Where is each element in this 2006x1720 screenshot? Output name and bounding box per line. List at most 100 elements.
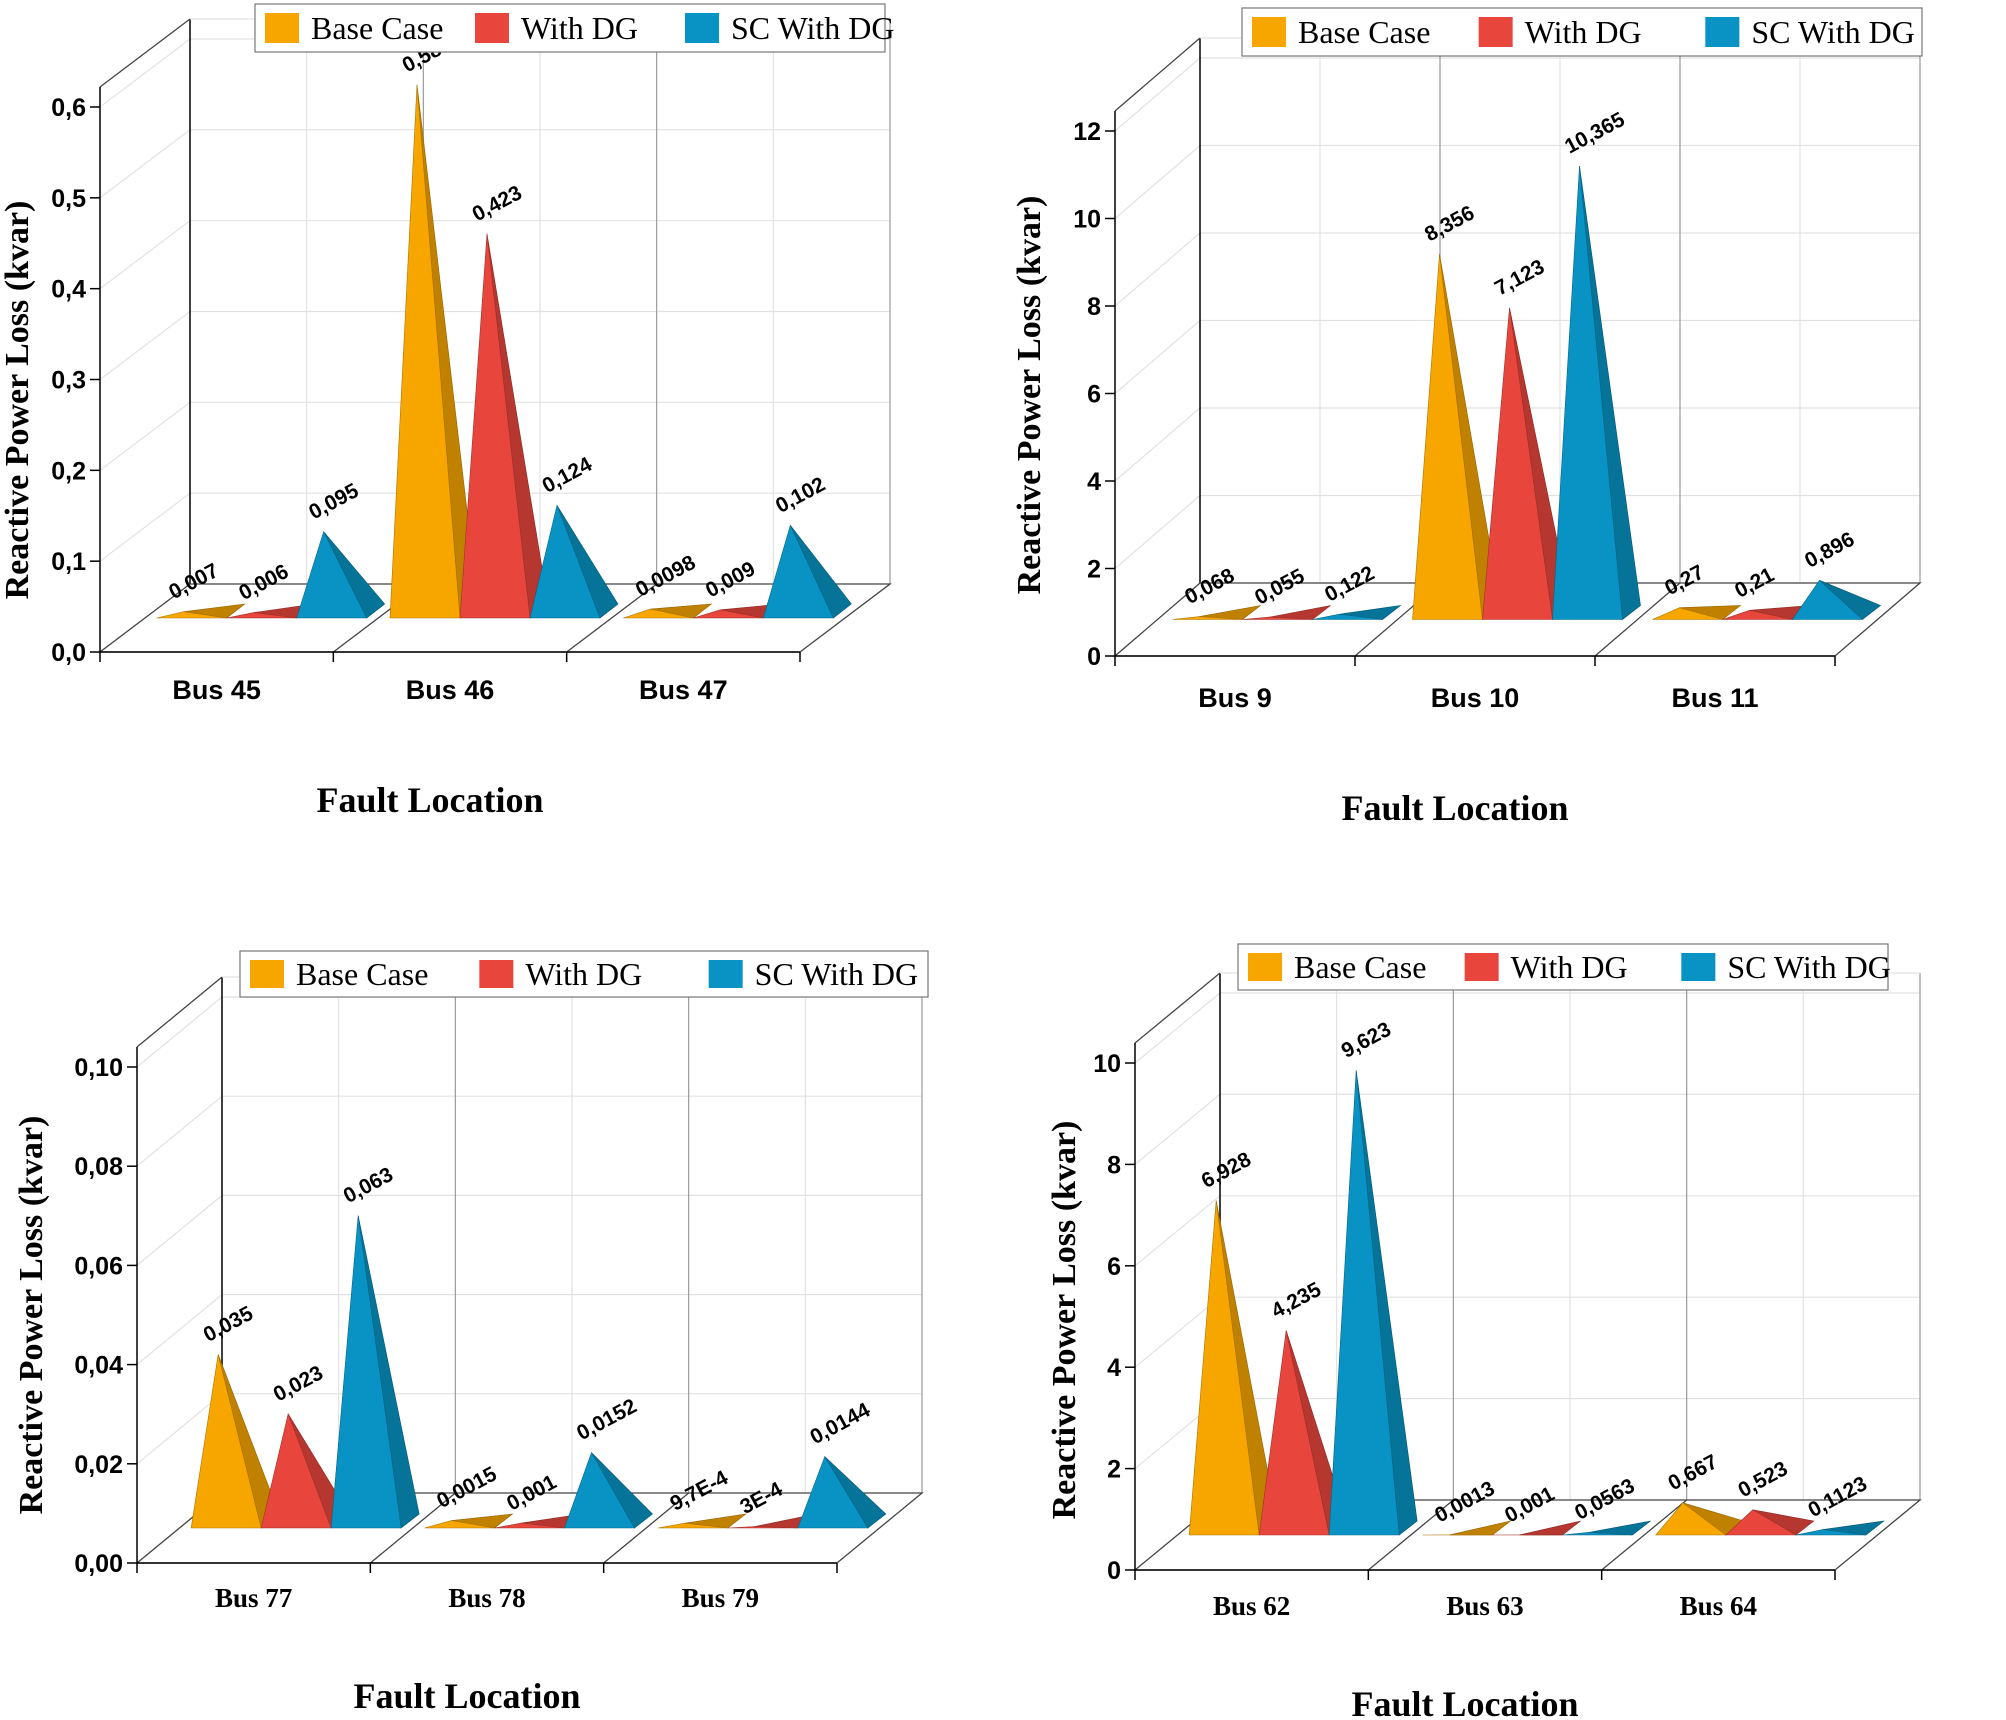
y-tick-label: 0,10: [74, 1054, 123, 1082]
side-gridline: [1114, 495, 1201, 569]
bar-sc-with-dg: [1795, 1529, 1866, 1536]
side-gridline: [99, 492, 191, 562]
side-gridline: [99, 401, 191, 471]
data-label: 0,124: [539, 453, 596, 498]
legend: Base Case With DG SC With DG: [1237, 943, 1891, 991]
side-gridline: [1134, 992, 1221, 1064]
bar-with-dg: [226, 612, 297, 619]
data-label: 0,0152: [573, 1395, 641, 1445]
bar-with-dg: [1242, 616, 1313, 620]
bar-with-dg: [693, 609, 764, 619]
legend-label: Base Case: [296, 956, 428, 992]
side-gridline: [1114, 320, 1201, 394]
y-tick-label: 10: [1073, 206, 1101, 234]
floor-separator: [369, 1492, 456, 1564]
legend-box: [239, 950, 929, 998]
floor-separator: [603, 1492, 690, 1564]
bar-sc-with-dg: [330, 1215, 402, 1529]
bar-with-dg: [1482, 307, 1553, 620]
y-tick-label: 12: [1073, 118, 1101, 146]
bar-sc-with-dg: [1562, 1531, 1633, 1536]
data-label: 0,0144: [806, 1398, 874, 1449]
legend-label: SC With DG: [731, 10, 894, 46]
bar-with-dg: [1722, 610, 1793, 620]
y-tick-label: 6: [1107, 1253, 1121, 1281]
legend-swatch: [475, 13, 509, 43]
bar-with-dg: [1258, 1330, 1330, 1536]
floor-separator: [1367, 1499, 1454, 1571]
y-tick-label: 0,02: [74, 1451, 123, 1479]
side-wall-top: [99, 18, 191, 88]
legend-label: With DG: [1525, 14, 1642, 50]
bar-sc-with-dg: [1312, 613, 1383, 620]
side-gridline: [136, 1294, 223, 1366]
category-label: Bus 77: [215, 1583, 292, 1613]
bar-base-case: [1652, 607, 1723, 620]
bar-sc-with-dg: [762, 524, 834, 619]
y-tick-label: 0,0: [51, 639, 86, 667]
legend-swatch: [1464, 953, 1499, 981]
x-axis-title: Fault Location: [1351, 1684, 1578, 1720]
y-tick-label: 0,3: [51, 367, 86, 395]
category-label: Bus 63: [1446, 1591, 1523, 1621]
y-tick-label: 0,5: [51, 185, 86, 213]
legend-swatch: [1252, 17, 1286, 47]
y-tick-label: 0,08: [74, 1153, 123, 1181]
legend-box: [1241, 7, 1923, 57]
y-tick-label: 4: [1107, 1354, 1121, 1382]
y-tick-label: 10: [1093, 1050, 1121, 1078]
category-label: Bus 47: [639, 675, 728, 705]
legend: Base Case With DG SC With DG: [239, 950, 929, 998]
category-label: Bus 45: [172, 675, 261, 705]
legend-label: SC With DG: [755, 956, 918, 992]
data-label: 0,095: [305, 479, 362, 524]
bar-sc-with-dg: [1791, 579, 1864, 620]
y-axis-title: Reactive Power Loss (kvar): [1046, 1121, 1083, 1520]
side-gridline: [136, 1095, 223, 1167]
legend-box: [1237, 943, 1889, 991]
side-gridline: [136, 1194, 223, 1266]
legend: Base Case With DG SC With DG: [254, 3, 894, 53]
floor-separator: [566, 583, 658, 653]
data-label: 0,896: [1801, 528, 1858, 573]
side-gridline: [1114, 57, 1201, 132]
y-tick-label: 2: [1087, 556, 1101, 584]
side-gridline: [1114, 407, 1201, 482]
legend-swatch: [265, 13, 299, 43]
legend-label: With DG: [521, 10, 638, 46]
side-wall-top: [136, 976, 223, 1048]
legend-label: With DG: [525, 956, 642, 992]
category-label: Bus 78: [448, 1583, 525, 1613]
category-label: Bus 62: [1213, 1591, 1290, 1621]
legend: Base Case With DG SC With DG: [1241, 7, 1923, 57]
bar-base-case: [389, 84, 461, 619]
data-label: 0,063: [340, 1163, 397, 1208]
bar-sc-with-dg: [564, 1451, 636, 1529]
legend-swatch: [708, 960, 743, 988]
bar-sc-with-dg: [296, 530, 368, 619]
legend-swatch: [479, 960, 514, 988]
data-label: 10,365: [1561, 108, 1629, 159]
bar-with-dg: [459, 233, 531, 619]
legend-label: Base Case: [1294, 949, 1426, 985]
legend-box: [254, 3, 886, 53]
legend-label: Base Case: [311, 10, 443, 46]
data-label: 4,235: [1268, 1278, 1325, 1323]
y-tick-label: 0,00: [74, 1550, 123, 1578]
floor-separator: [1601, 1499, 1688, 1571]
category-label: Bus 10: [1431, 683, 1520, 713]
side-gridline: [1134, 1093, 1221, 1165]
bar-base-case: [1188, 1200, 1260, 1536]
y-axis-title: Reactive Power Loss (kvar): [13, 1116, 50, 1515]
y-tick-label: 2: [1107, 1456, 1121, 1484]
legend-swatch: [250, 960, 284, 988]
bar-base-case: [1412, 253, 1483, 620]
side-wall-top: [1114, 37, 1201, 112]
y-tick-label: 0,06: [74, 1252, 123, 1280]
bar-sc-with-dg: [1328, 1070, 1400, 1536]
data-label: 0,102: [772, 473, 829, 518]
chart-1: 0,00,10,20,30,40,50,60,007 0,0060,095Bus …: [0, 3, 894, 820]
side-gridline: [1114, 145, 1201, 219]
